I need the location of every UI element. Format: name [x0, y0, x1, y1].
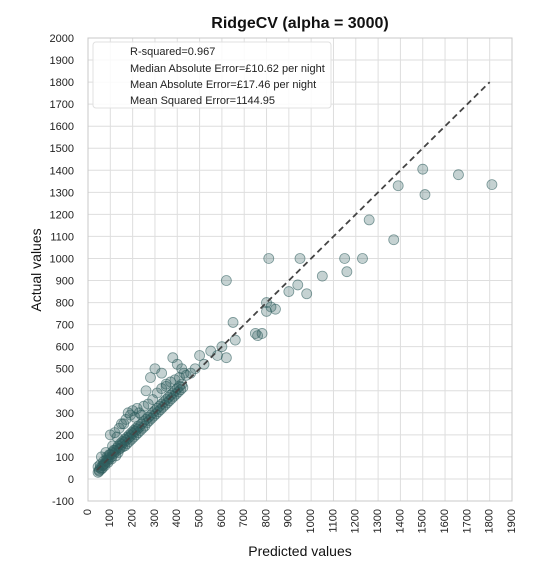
- y-tick-label-16: 1500: [50, 143, 74, 155]
- y-tick-label-1: 0: [68, 474, 74, 486]
- data-point-67: [157, 368, 167, 378]
- x-axis-label: Predicted values: [248, 543, 352, 559]
- data-point-93: [284, 287, 294, 297]
- data-point-110: [112, 432, 122, 442]
- y-tick-label-17: 1600: [50, 121, 74, 133]
- data-point-99: [357, 253, 367, 263]
- data-point-95: [302, 289, 312, 299]
- x-tick-label-6: 600: [216, 509, 228, 527]
- y-tick-label-20: 1900: [50, 55, 74, 67]
- x-tick-label-14: 1400: [394, 509, 406, 533]
- data-point-65: [145, 373, 155, 383]
- y-tick-label-15: 1400: [50, 165, 74, 177]
- y-tick-label-8: 700: [56, 320, 74, 332]
- data-point-94: [293, 280, 303, 290]
- data-point-90: [270, 304, 280, 314]
- annotation-box: R-squared=0.967 Median Absolute Error=£1…: [93, 42, 331, 108]
- y-axis-label: Actual values: [28, 228, 44, 311]
- x-tick-label-9: 900: [283, 509, 295, 527]
- data-point-64: [141, 386, 151, 396]
- data-point-92: [295, 253, 305, 263]
- data-point-106: [487, 180, 497, 190]
- y-tick-label-13: 1200: [50, 209, 74, 221]
- x-tick-label-0: 0: [82, 509, 94, 515]
- data-point-80: [221, 353, 231, 363]
- x-tick-label-17: 1700: [461, 509, 473, 533]
- data-point-83: [230, 335, 240, 345]
- data-point-105: [453, 170, 463, 180]
- y-tick-label-0: -100: [52, 496, 74, 508]
- x-tick-label-12: 1200: [350, 509, 362, 533]
- x-tick-label-8: 800: [260, 509, 272, 527]
- x-tick-label-3: 300: [149, 509, 161, 527]
- y-tick-label-9: 800: [56, 298, 74, 310]
- x-tick-label-16: 1600: [439, 509, 451, 533]
- annotation-mean-absolute-error: Mean Absolute Error=£17.46 per night: [130, 79, 316, 91]
- y-tick-label-19: 1800: [50, 77, 74, 89]
- data-point-168: [178, 382, 188, 392]
- x-tick-label-10: 1000: [305, 509, 317, 533]
- x-tick-label-18: 1800: [484, 509, 496, 533]
- annotation-r-squared: R-squared=0.967: [130, 46, 215, 58]
- y-tick-label-11: 1000: [50, 253, 74, 265]
- y-tick-label-14: 1300: [50, 187, 74, 199]
- x-tick-label-4: 400: [171, 509, 183, 527]
- y-tick-label-21: 2000: [50, 33, 74, 45]
- x-tick-label-2: 200: [127, 509, 139, 527]
- x-tick-label-5: 500: [193, 509, 205, 527]
- data-point-126: [179, 368, 189, 378]
- x-tick-label-7: 700: [238, 509, 250, 527]
- x-tick-label-13: 1300: [372, 509, 384, 533]
- y-tick-label-12: 1100: [50, 231, 74, 243]
- data-point-75: [195, 350, 205, 360]
- y-tick-label-18: 1700: [50, 99, 74, 111]
- x-tick-label-1: 100: [104, 509, 116, 527]
- data-point-86: [257, 328, 267, 338]
- x-tick-label-15: 1500: [417, 509, 429, 533]
- y-tick-label-5: 400: [56, 386, 74, 398]
- data-point-104: [420, 190, 430, 200]
- data-point-101: [389, 235, 399, 245]
- annotation-mean-squared-error: Mean Squared Error=1144.95: [130, 95, 275, 107]
- y-tick-label-2: 100: [56, 452, 74, 464]
- x-tick-label-19: 1900: [506, 509, 518, 533]
- chart-title: RidgeCV (alpha = 3000): [211, 15, 388, 32]
- y-tick-label-10: 900: [56, 276, 74, 288]
- y-tick-label-4: 300: [56, 408, 74, 420]
- data-point-103: [418, 164, 428, 174]
- annotation-median-absolute-error: Median Absolute Error=£10.62 per night: [130, 63, 325, 75]
- y-tick-label-7: 600: [56, 342, 74, 354]
- data-point-97: [340, 253, 350, 263]
- y-tick-label-6: 500: [56, 364, 74, 376]
- data-point-96: [317, 271, 327, 281]
- data-point-102: [393, 181, 403, 191]
- data-point-82: [228, 317, 238, 327]
- y-tick-label-3: 200: [56, 430, 74, 442]
- x-tick-label-11: 1100: [327, 509, 339, 533]
- data-point-91: [264, 253, 274, 263]
- data-point-81: [221, 276, 231, 286]
- data-point-98: [342, 267, 352, 277]
- data-point-100: [364, 215, 374, 225]
